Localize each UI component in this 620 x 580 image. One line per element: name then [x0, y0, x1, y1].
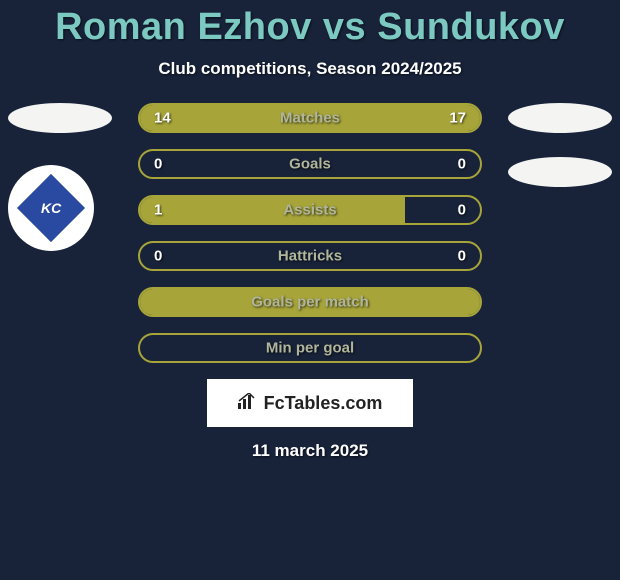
right-player-column — [508, 103, 612, 187]
stat-label: Goals per match — [251, 294, 369, 311]
club-badge-right — [508, 157, 612, 187]
stat-value-right: 0 — [458, 202, 466, 219]
stat-value-left: 0 — [154, 156, 162, 173]
stat-label: Goals — [289, 156, 331, 173]
stat-label: Min per goal — [266, 340, 354, 357]
page-title: Roman Ezhov vs Sundukov — [0, 0, 620, 49]
left-player-column: KC — [8, 103, 112, 251]
stat-bar-left-fill — [140, 197, 405, 223]
stat-row: Goals per match — [138, 287, 482, 317]
attribution-text: FcTables.com — [264, 393, 383, 414]
comparison-content: KC 14 17 Matches 0 0 Goals 1 0 Assists 0 0 Hattrick… — [0, 103, 620, 461]
stat-value-left: 14 — [154, 110, 171, 127]
page-subtitle: Club competitions, Season 2024/2025 — [0, 59, 620, 79]
comparison-bars: 14 17 Matches 0 0 Goals 1 0 Assists 0 0 Hattricks Go… — [138, 103, 482, 363]
stat-label: Assists — [283, 202, 336, 219]
stat-row: 1 0 Assists — [138, 195, 482, 225]
player-avatar-left — [8, 103, 112, 133]
attribution-box: FcTables.com — [207, 379, 413, 427]
stat-value-right: 0 — [458, 248, 466, 265]
stat-row: 0 0 Goals — [138, 149, 482, 179]
date-text: 11 march 2025 — [0, 441, 620, 461]
stat-value-right: 17 — [449, 110, 466, 127]
stat-row: 14 17 Matches — [138, 103, 482, 133]
player-avatar-right — [508, 103, 612, 133]
stat-row: 0 0 Hattricks — [138, 241, 482, 271]
stat-value-right: 0 — [458, 156, 466, 173]
stat-label: Hattricks — [278, 248, 342, 265]
club-badge-left: KC — [8, 165, 94, 251]
chart-icon — [238, 393, 258, 414]
club-crest-icon: KC — [17, 174, 85, 242]
club-crest-text: KC — [41, 200, 61, 216]
stat-value-left: 1 — [154, 202, 162, 219]
stat-row: Min per goal — [138, 333, 482, 363]
stat-label: Matches — [280, 110, 340, 127]
stat-value-left: 0 — [154, 248, 162, 265]
